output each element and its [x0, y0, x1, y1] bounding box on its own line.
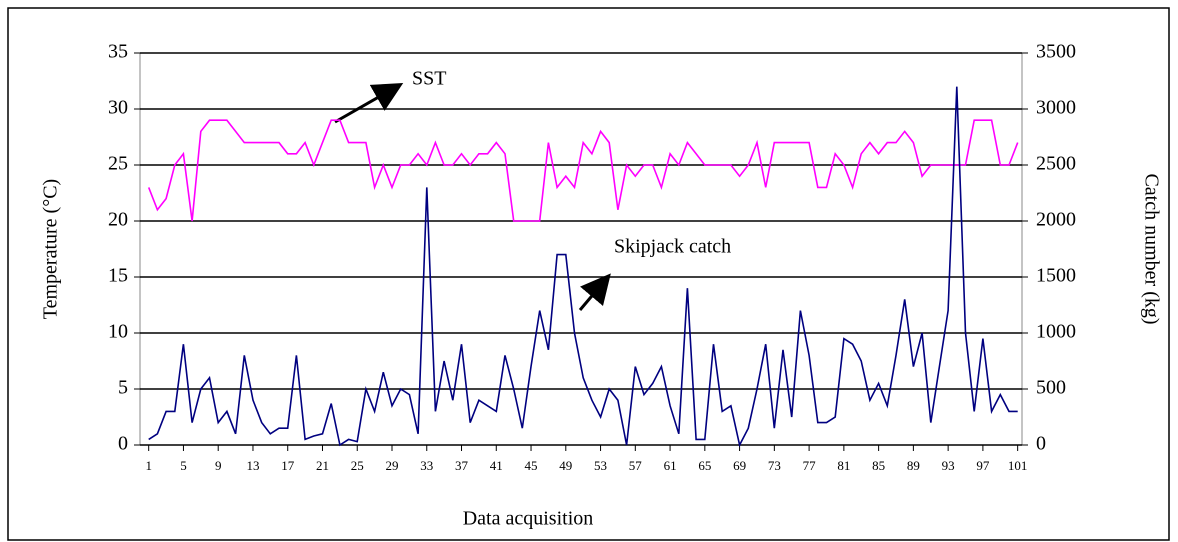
y-tick-label: 10	[108, 321, 128, 343]
y-tick-label: 0	[118, 433, 128, 455]
x-tick-label: 41	[490, 458, 503, 473]
x-tick-label: 65	[698, 458, 711, 473]
x-tick-label: 81	[837, 458, 850, 473]
y-tick-label: 30	[108, 97, 128, 119]
y2-tick-label: 3000	[1036, 97, 1076, 119]
x-axis-label: Data acquisition	[463, 508, 594, 530]
x-tick-label: 5	[180, 458, 187, 473]
y2-tick-label: 0	[1036, 433, 1046, 455]
y2-axis-label: Catch number (kg)	[1140, 173, 1162, 324]
annotation-arrow	[578, 273, 611, 311]
y-tick-label: 35	[108, 41, 128, 63]
y-tick-label: 5	[118, 377, 128, 399]
x-tick-label: 85	[872, 458, 885, 473]
x-tick-label: 73	[768, 458, 781, 473]
annotation: SST	[412, 68, 446, 90]
x-tick-label: 25	[351, 458, 364, 473]
y2-tick-label: 1500	[1036, 265, 1076, 287]
x-tick-label: 13	[246, 458, 259, 473]
x-tick-label: 45	[525, 458, 538, 473]
x-tick-label: 37	[455, 458, 469, 473]
x-tick-label: 97	[976, 458, 990, 473]
y-tick-label: 15	[108, 265, 128, 287]
y2-tick-label: 2500	[1036, 153, 1076, 175]
x-tick-label: 53	[594, 458, 607, 473]
x-tick-label: 21	[316, 458, 329, 473]
x-tick-label: 49	[559, 458, 572, 473]
x-tick-label: 89	[907, 458, 920, 473]
x-tick-label: 69	[733, 458, 746, 473]
x-tick-label: 1	[145, 458, 152, 473]
y2-tick-label: 2000	[1036, 209, 1076, 231]
frame	[7, 7, 1170, 541]
x-tick-label: 101	[1008, 458, 1028, 473]
y2-tick-label: 500	[1036, 377, 1066, 399]
y-tick-label: 25	[108, 153, 128, 175]
x-tick-label: 61	[664, 458, 677, 473]
annotation: Skipjack catch	[614, 236, 731, 258]
series-line	[147, 119, 1019, 222]
y2-tick-label: 1000	[1036, 321, 1076, 343]
plot-area	[139, 52, 1023, 446]
x-tick-label: 93	[942, 458, 955, 473]
y2-tick-label: 3500	[1036, 41, 1076, 63]
annotation-arrow	[334, 83, 404, 124]
series-line	[148, 86, 1018, 448]
x-tick-label: 33	[420, 458, 433, 473]
x-tick-label: 17	[281, 458, 295, 473]
x-tick-label: 77	[803, 458, 817, 473]
x-tick-label: 9	[215, 458, 222, 473]
x-tick-label: 57	[629, 458, 643, 473]
x-tick-label: 29	[386, 458, 399, 473]
y-tick-label: 20	[108, 209, 128, 231]
y-axis-label: Temperature (°C)	[40, 179, 62, 319]
